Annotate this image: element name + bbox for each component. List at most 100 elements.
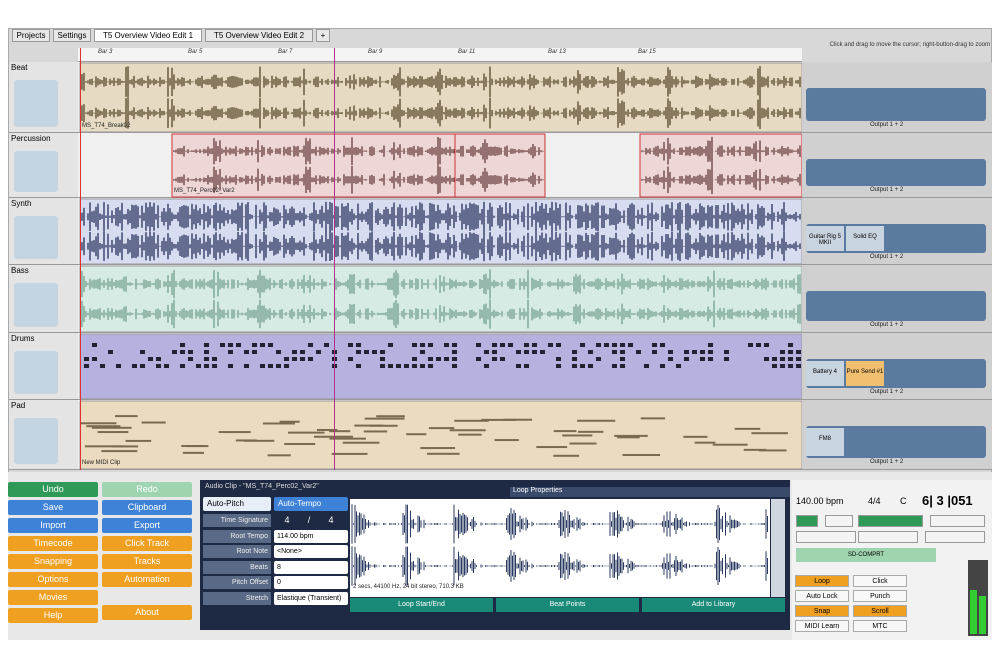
toggle[interactable]: Auto-Tempo: [274, 497, 348, 511]
button[interactable]: About: [102, 605, 192, 620]
midi-note: [756, 343, 761, 347]
midi-note: [180, 343, 185, 347]
button[interactable]: Add to Library: [642, 598, 785, 612]
midi-note: [724, 357, 729, 361]
midi-note: [620, 350, 625, 354]
midi-note: [140, 350, 145, 354]
button[interactable]: Clipboard: [102, 500, 192, 515]
button[interactable]: Beat Points: [496, 598, 639, 612]
transport-button[interactable]: [858, 531, 918, 543]
toggle-button[interactable]: Auto Lock: [795, 590, 849, 602]
midi-note: [668, 357, 673, 361]
midi-note: [622, 454, 661, 457]
field-value[interactable]: /: [307, 515, 311, 525]
button[interactable]: Save: [8, 500, 98, 515]
toggle-button[interactable]: Scroll: [853, 605, 907, 617]
midi-note: [452, 364, 457, 368]
midi-note: [412, 357, 417, 361]
midi-note: [712, 443, 748, 446]
toggle[interactable]: Auto-Pitch: [203, 497, 271, 511]
button[interactable]: Automation: [102, 572, 192, 587]
button[interactable]: Loop Start/End: [350, 598, 493, 612]
clip-name: MS_T74_Break02: [82, 123, 131, 129]
field-value[interactable]: 4: [284, 515, 290, 525]
output-label: Output 1 + 2: [870, 389, 904, 395]
midi-note: [572, 357, 577, 361]
plugin: Battery 4: [806, 361, 844, 386]
field-value[interactable]: Elastique (Transient): [274, 591, 348, 605]
field-value[interactable]: <None>: [274, 545, 348, 558]
field-value[interactable]: 8: [274, 560, 348, 574]
field-label: Stretch: [203, 591, 271, 605]
clip: [79, 62, 802, 133]
field-value[interactable]: 114.00 bpm: [274, 529, 348, 543]
midi-note: [553, 430, 577, 433]
track-name: Percussion: [11, 134, 51, 143]
midi-note: [516, 364, 521, 368]
button[interactable]: Undo: [8, 482, 98, 497]
button[interactable]: Options: [8, 572, 98, 587]
track-icon: [14, 418, 58, 464]
midi-note: [141, 421, 166, 424]
tab[interactable]: Projects: [12, 29, 50, 42]
button[interactable]: Timecode: [8, 536, 98, 551]
output-label: Output 1 + 2: [870, 254, 904, 260]
midi-note: [329, 437, 366, 440]
toggle-button[interactable]: Loop: [795, 575, 849, 587]
transport-button[interactable]: [796, 531, 856, 543]
tab[interactable]: Settings: [53, 29, 91, 42]
track-icon: [14, 151, 58, 192]
tab[interactable]: T5 Overview Video Edit 2: [205, 29, 313, 42]
midi-note: [428, 343, 433, 347]
button[interactable]: Click Track: [102, 536, 192, 551]
midi-note: [596, 357, 601, 361]
midi-note: [364, 417, 405, 420]
button[interactable]: Help: [8, 608, 98, 623]
transport-button[interactable]: [858, 515, 923, 527]
midi-note: [796, 357, 801, 361]
output-label: Output 1 + 2: [870, 322, 904, 328]
button[interactable]: Export: [102, 518, 192, 533]
clip: [79, 400, 802, 470]
midi-note: [388, 364, 393, 368]
midi-note: [220, 343, 225, 347]
midi-note: [112, 445, 139, 448]
midi-note: [412, 364, 417, 368]
transport-button[interactable]: [930, 515, 985, 527]
tab[interactable]: T5 Overview Video Edit 1: [94, 29, 202, 42]
midi-note: [388, 343, 393, 347]
button[interactable]: Snapping: [8, 554, 98, 569]
transport-button[interactable]: [925, 531, 985, 543]
clip: [79, 265, 802, 333]
tab[interactable]: +: [316, 29, 330, 42]
midi-note: [276, 364, 281, 368]
button[interactable]: Movies: [8, 590, 98, 605]
transport-button[interactable]: [825, 515, 853, 527]
output-label: Output 1 + 2: [870, 459, 904, 465]
device: SD-COMPRT: [796, 548, 936, 562]
midi-note: [406, 433, 427, 436]
midi-note: [108, 350, 113, 354]
midi-note: [444, 357, 449, 361]
button[interactable]: Import: [8, 518, 98, 533]
midi-note: [212, 364, 217, 368]
button[interactable]: Tracks: [102, 554, 192, 569]
toggle-button[interactable]: Click: [853, 575, 907, 587]
bar-number: Bar 5: [188, 49, 203, 55]
button[interactable]: Redo: [102, 482, 192, 497]
transport-button[interactable]: [796, 515, 818, 527]
midi-note: [684, 357, 689, 361]
plugin-strip: [806, 291, 986, 321]
toggle-button[interactable]: MTC: [853, 620, 907, 632]
midi-note: [125, 439, 152, 442]
midi-note: [580, 364, 585, 368]
midi-note: [743, 448, 767, 451]
toggle-button[interactable]: Punch: [853, 590, 907, 602]
toggle-button[interactable]: Snap: [795, 605, 849, 617]
clip-name: MS_T74_Perc02_Var2: [174, 188, 235, 194]
field-value[interactable]: 4: [328, 515, 334, 525]
field-value[interactable]: 0: [274, 576, 348, 589]
midi-note: [262, 422, 295, 425]
midi-note: [292, 350, 297, 354]
toggle-button[interactable]: MIDI Learn: [795, 620, 849, 632]
